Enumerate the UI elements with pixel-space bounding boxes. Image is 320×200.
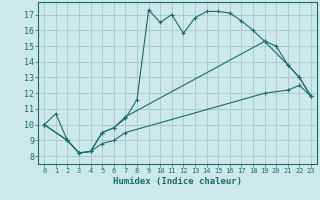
- X-axis label: Humidex (Indice chaleur): Humidex (Indice chaleur): [113, 177, 242, 186]
